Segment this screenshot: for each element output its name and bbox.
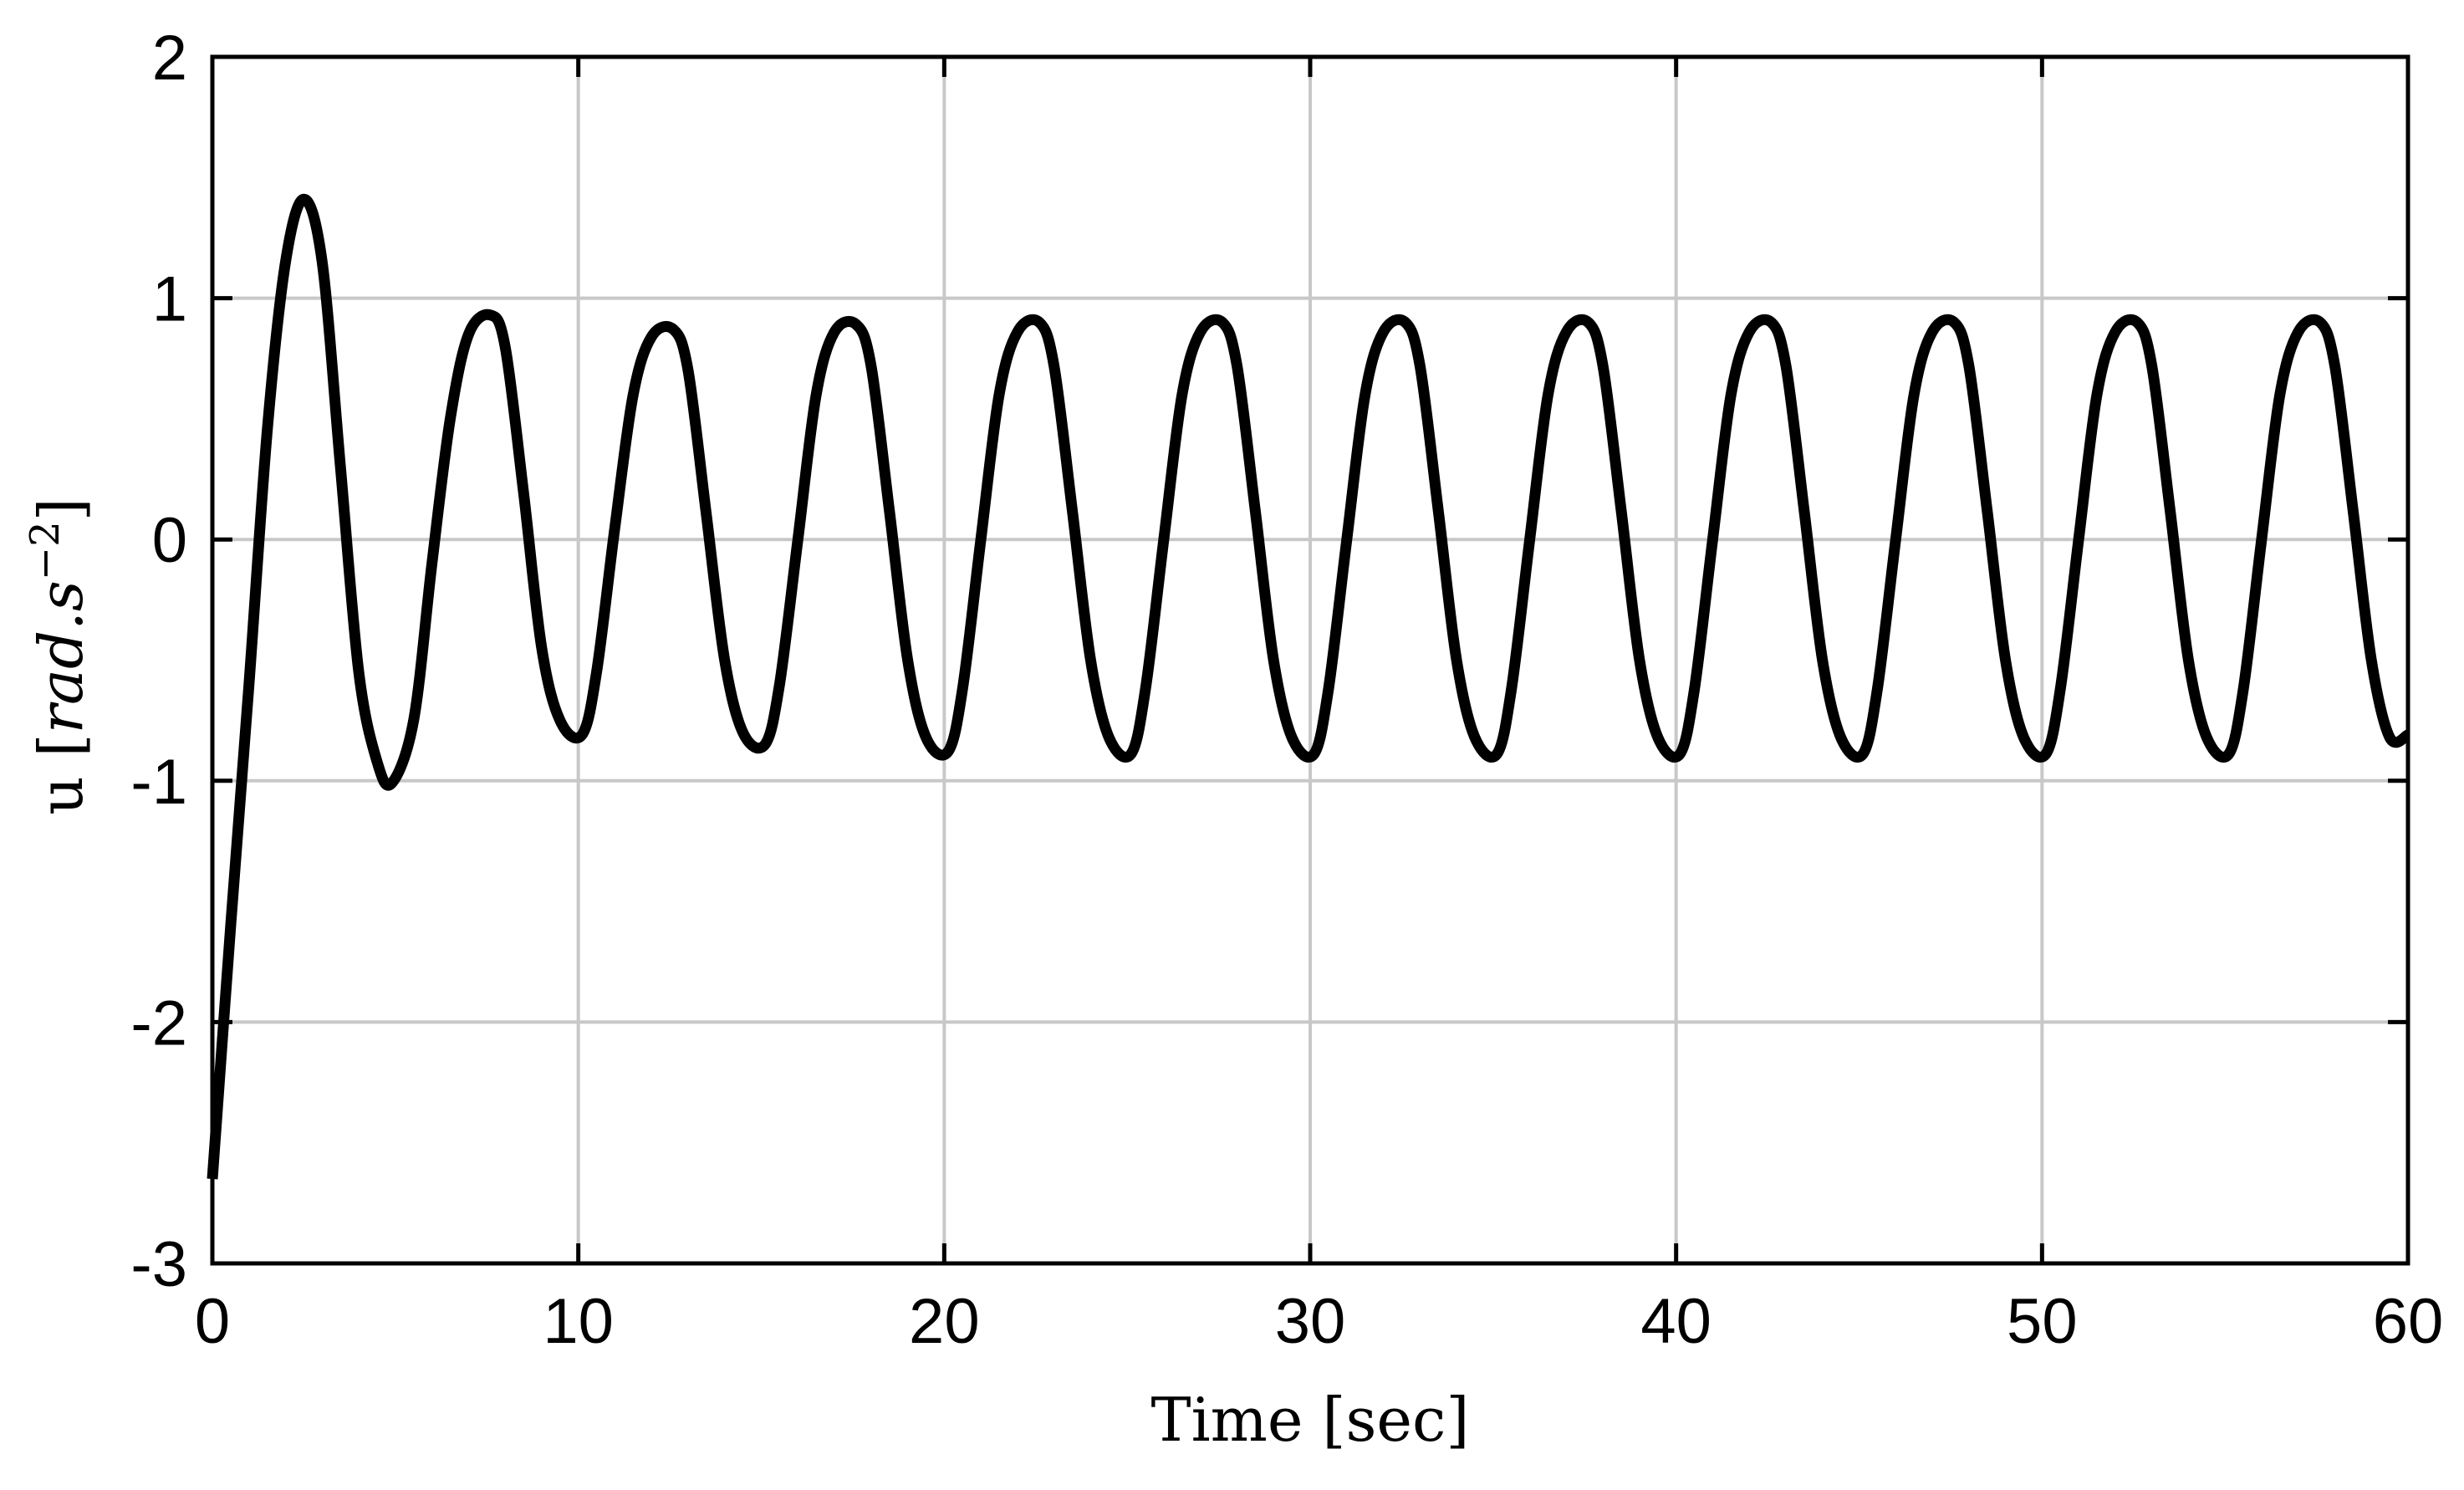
y-tick-label: -1 bbox=[130, 747, 187, 818]
grid bbox=[212, 57, 2408, 1263]
y-tick-label: 2 bbox=[152, 23, 187, 94]
x-tick-label: 0 bbox=[195, 1286, 230, 1357]
x-tick-label: 60 bbox=[2373, 1286, 2444, 1357]
y-tick-label: -3 bbox=[130, 1229, 187, 1300]
x-axis-label: Time [sec] bbox=[1151, 1385, 1470, 1455]
x-tick-label: 40 bbox=[1640, 1286, 1712, 1357]
x-tick-label: 20 bbox=[909, 1286, 980, 1357]
y-axis-label-open: [ bbox=[26, 733, 96, 757]
series-line bbox=[207, 193, 2410, 1180]
y-axis-label: u [rad.s−2] bbox=[22, 498, 96, 815]
x-tick-label: 50 bbox=[2007, 1286, 2078, 1357]
series-line-layer bbox=[207, 193, 2410, 1180]
y-axis-label-close: ] bbox=[26, 498, 96, 521]
tick-labels: 0 10 20 30 40 50 60 -3 -2 -1 0 1 2 bbox=[130, 23, 2443, 1357]
y-axis-label-unit: rad.s bbox=[26, 580, 96, 733]
y-tick-label: 0 bbox=[152, 505, 187, 576]
y-tick-label: 1 bbox=[152, 264, 187, 335]
x-tick-label: 30 bbox=[1275, 1286, 1346, 1357]
y-axis-label-prefix: u bbox=[26, 757, 96, 814]
y-tick-label: -2 bbox=[130, 987, 187, 1059]
ticks bbox=[210, 54, 2410, 1266]
x-tick-label: 10 bbox=[543, 1286, 614, 1357]
y-axis-label-exponent: −2 bbox=[22, 521, 69, 580]
